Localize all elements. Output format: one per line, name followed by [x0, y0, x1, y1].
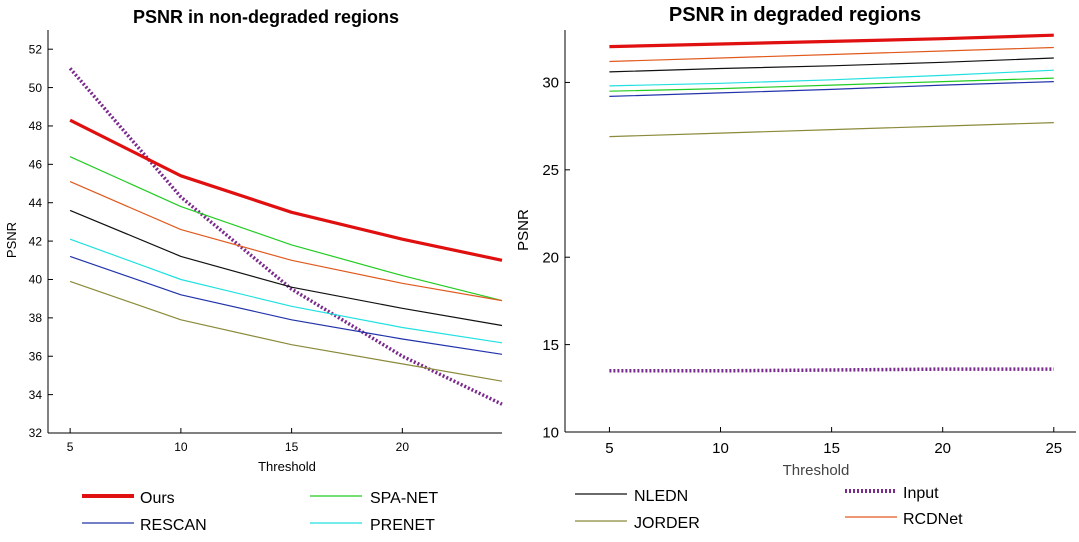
right-series-line-ours — [609, 33, 1054, 49]
left-y-tick-label: 40 — [29, 273, 43, 287]
legend-label-spa-net: SPA-NET — [370, 490, 438, 507]
left-x-axis-label: Threshold — [258, 459, 316, 474]
left-x-tick-label: 10 — [174, 440, 188, 454]
left-series-line-nledn — [69, 209, 503, 327]
left-y-tick-label: 38 — [29, 311, 43, 325]
left-series-line-rescan — [69, 255, 503, 355]
right-x-tick-label: 10 — [712, 440, 729, 457]
left-chart-title: PSNR in non-degraded regions — [133, 7, 399, 27]
left-y-tick-label: 48 — [29, 119, 43, 133]
right-series-line-rescan — [609, 81, 1054, 97]
legend-label-ours: Ours — [140, 490, 175, 507]
legend-right: NLEDN Input JORDER RCDNet — [575, 485, 963, 532]
right-series-line-rcdnet — [609, 46, 1054, 63]
left-series-line-jorder — [69, 280, 503, 382]
left-plot-area: 32 34 36 38 40 42 44 46 48 50 52 5 10 15 20 — [29, 30, 503, 454]
left-y-tick-label: 34 — [29, 388, 43, 402]
left-y-tick-label: 32 — [29, 426, 43, 440]
left-series-line-spa-net — [69, 156, 503, 302]
legend-label-nledn: NLEDN — [634, 488, 688, 505]
legend-label-prenet: PRENET — [370, 517, 435, 534]
right-series-line-nledn — [609, 57, 1054, 73]
left-series-line-ours — [69, 118, 503, 262]
legend-label-rcdnet: RCDNet — [903, 511, 963, 528]
left-series-line-prenet — [69, 238, 503, 344]
right-x-tick-label: 20 — [934, 440, 951, 457]
right-y-tick-label: 20 — [542, 249, 559, 266]
right-chart-title: PSNR in degraded regions — [669, 4, 921, 26]
left-y-axis-label: PSNR — [4, 222, 19, 258]
legend-label-jorder: JORDER — [634, 515, 700, 532]
right-series-line-prenet — [609, 69, 1054, 87]
left-x-tick-label: 5 — [67, 440, 74, 454]
right-x-tick-label: 15 — [823, 440, 840, 457]
left-y-tick-label: 50 — [29, 81, 43, 95]
left-y-tick-label: 46 — [29, 158, 43, 172]
legend-label-input: Input — [903, 485, 939, 502]
left-y-tick-label: 42 — [29, 234, 43, 248]
left-series-line-input — [68, 67, 503, 406]
left-x-tick-label: 15 — [285, 440, 299, 454]
left-series-line-rcdnet — [69, 181, 503, 302]
right-y-tick-label: 15 — [542, 337, 559, 354]
right-y-tick-label: 30 — [542, 75, 559, 92]
left-y-tick-label: 36 — [29, 349, 43, 363]
left-x-tick-label: 20 — [396, 440, 410, 454]
right-series-line-spa-net — [609, 77, 1054, 92]
legend-left: Ours SPA-NET RESCAN PRENET — [82, 490, 438, 534]
right-y-tick-label: 25 — [542, 162, 559, 179]
right-plot-area: 10 15 20 25 30 5 10 15 20 25 — [542, 30, 1076, 457]
right-series-line-jorder — [609, 122, 1054, 138]
left-y-tick-label: 44 — [29, 196, 43, 210]
right-y-axis-label: PSNR — [515, 209, 532, 251]
left-y-tick-label: 52 — [29, 42, 43, 56]
right-x-tick-label: 25 — [1045, 440, 1062, 457]
right-x-tick-label: 5 — [605, 440, 613, 457]
right-x-axis-label: Threshold — [783, 462, 850, 479]
right-y-tick-label: 10 — [542, 424, 559, 441]
legend-label-rescan: RESCAN — [140, 517, 207, 534]
